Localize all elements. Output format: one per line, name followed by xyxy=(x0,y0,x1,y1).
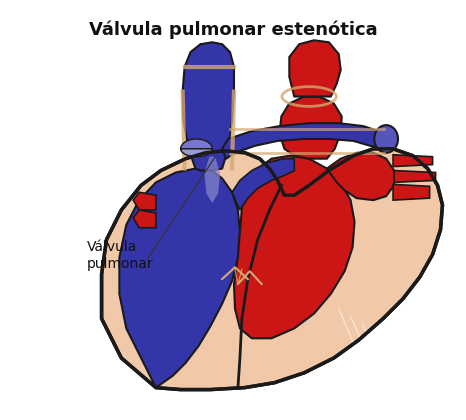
Polygon shape xyxy=(393,184,430,200)
Polygon shape xyxy=(119,168,240,388)
Polygon shape xyxy=(181,139,212,149)
Polygon shape xyxy=(289,40,341,97)
Text: Válvula pulmonar estenótica: Válvula pulmonar estenótica xyxy=(89,21,377,39)
Polygon shape xyxy=(205,157,220,203)
Polygon shape xyxy=(234,156,355,338)
Polygon shape xyxy=(280,97,342,159)
Polygon shape xyxy=(327,153,394,200)
Text: Válvula
pulmonar: Válvula pulmonar xyxy=(87,239,153,271)
Polygon shape xyxy=(232,159,294,210)
Polygon shape xyxy=(393,155,432,167)
Polygon shape xyxy=(394,171,436,182)
Polygon shape xyxy=(181,149,212,157)
Polygon shape xyxy=(183,42,234,171)
Ellipse shape xyxy=(374,125,398,153)
Polygon shape xyxy=(222,123,386,159)
Polygon shape xyxy=(102,149,443,390)
Polygon shape xyxy=(133,192,156,210)
Polygon shape xyxy=(133,210,156,228)
